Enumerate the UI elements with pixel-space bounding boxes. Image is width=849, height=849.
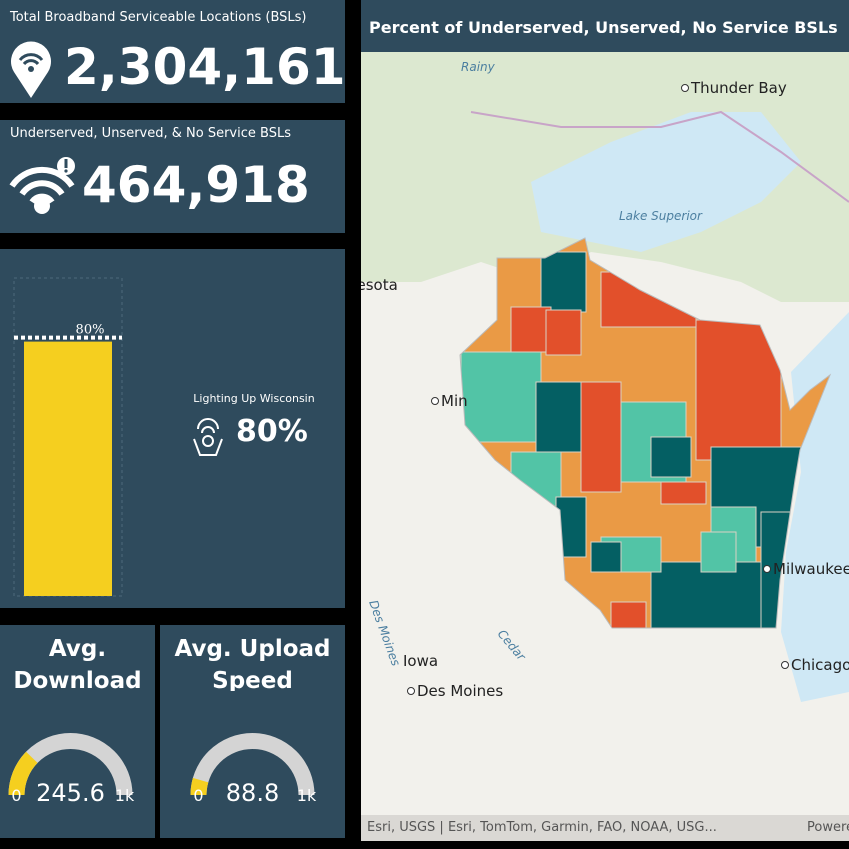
wifi-alert-icon bbox=[9, 157, 75, 214]
map-label: Milwaukee bbox=[773, 560, 849, 578]
map-label: Thunder Bay bbox=[690, 79, 787, 97]
place-dot bbox=[407, 687, 415, 695]
map-label: Des Moines bbox=[417, 682, 503, 700]
gauge: 0 1k 245.6 bbox=[8, 733, 135, 807]
progress-chart: Lighting Up Wisconsin 80% 80% bbox=[13, 277, 315, 597]
place-dot bbox=[681, 84, 689, 92]
gauge-title: Avg. Upload Speed bbox=[174, 636, 331, 691]
total-value: 2,304,161 bbox=[64, 38, 345, 96]
underserved-value: 464,918 bbox=[82, 156, 310, 214]
panel-title: Total Broadband Serviceable Locations (B… bbox=[10, 10, 307, 25]
indicator: 80% bbox=[236, 414, 308, 449]
gauge-min: 0 bbox=[11, 786, 21, 805]
map-label: Min bbox=[441, 392, 468, 410]
map-title: Percent of Underserved, Unserved, No Ser… bbox=[369, 18, 838, 37]
powered-by: Powered by Esri bbox=[807, 820, 849, 835]
pin-icon bbox=[11, 41, 52, 98]
gauge-fill bbox=[8, 751, 38, 796]
gauge-title: Avg. Download Speed bbox=[13, 636, 142, 691]
map-label: Chicago bbox=[791, 656, 849, 674]
attribution-bar: Esri, USGS | Esri, TomTom, Garmin, FAO, … bbox=[361, 815, 849, 841]
gauge-panel: Avg. Download Speed 0 1k 245.6 bbox=[0, 625, 155, 838]
gauge-panel: Avg. Upload Speed 0 1k 88.8 bbox=[160, 625, 345, 838]
progress-panel: Lighting Up Wisconsin 80% 80% bbox=[0, 249, 345, 608]
progress-bar bbox=[24, 341, 112, 596]
gauge-track bbox=[190, 733, 315, 796]
place-dot bbox=[431, 397, 439, 405]
gauge-fill bbox=[190, 777, 209, 796]
map-label: nesota bbox=[361, 276, 398, 294]
map-label: Lake Superior bbox=[619, 209, 703, 223]
panel-title: Underserved, Unserved, & No Service BSLs bbox=[10, 126, 291, 141]
map: Thunder Bay Rainy Lake Superior nesota Min Mi… bbox=[361, 52, 849, 815]
total-panel: Total Broadband Serviceable Locations (B… bbox=[0, 0, 345, 103]
gauge-value: 88.8 bbox=[226, 779, 279, 807]
gauge-min: 0 bbox=[193, 786, 203, 805]
gauge: 0 1k 88.8 bbox=[190, 733, 317, 807]
gauge-max: 1k bbox=[297, 786, 317, 805]
attribution: Esri, USGS | Esri, TomTom, Garmin, FAO, … bbox=[367, 820, 717, 835]
map-header: Percent of Underserved, Unserved, No Ser… bbox=[361, 0, 849, 52]
gauge-value: 245.6 bbox=[36, 779, 105, 807]
caption: Lighting Up Wisconsin bbox=[193, 392, 314, 405]
progress-label: 80% bbox=[76, 323, 105, 338]
gauge-max: 1k bbox=[115, 786, 135, 805]
map-panel: Percent of Underserved, Unserved, No Ser… bbox=[361, 0, 849, 849]
place-dot bbox=[781, 661, 789, 669]
place-dot bbox=[763, 565, 771, 573]
underserved-panel: Underserved, Unserved, & No Service BSLs… bbox=[0, 120, 345, 233]
map-label: Rainy bbox=[461, 60, 496, 74]
lighting-icon bbox=[193, 418, 223, 456]
map-label: Iowa bbox=[403, 652, 438, 670]
